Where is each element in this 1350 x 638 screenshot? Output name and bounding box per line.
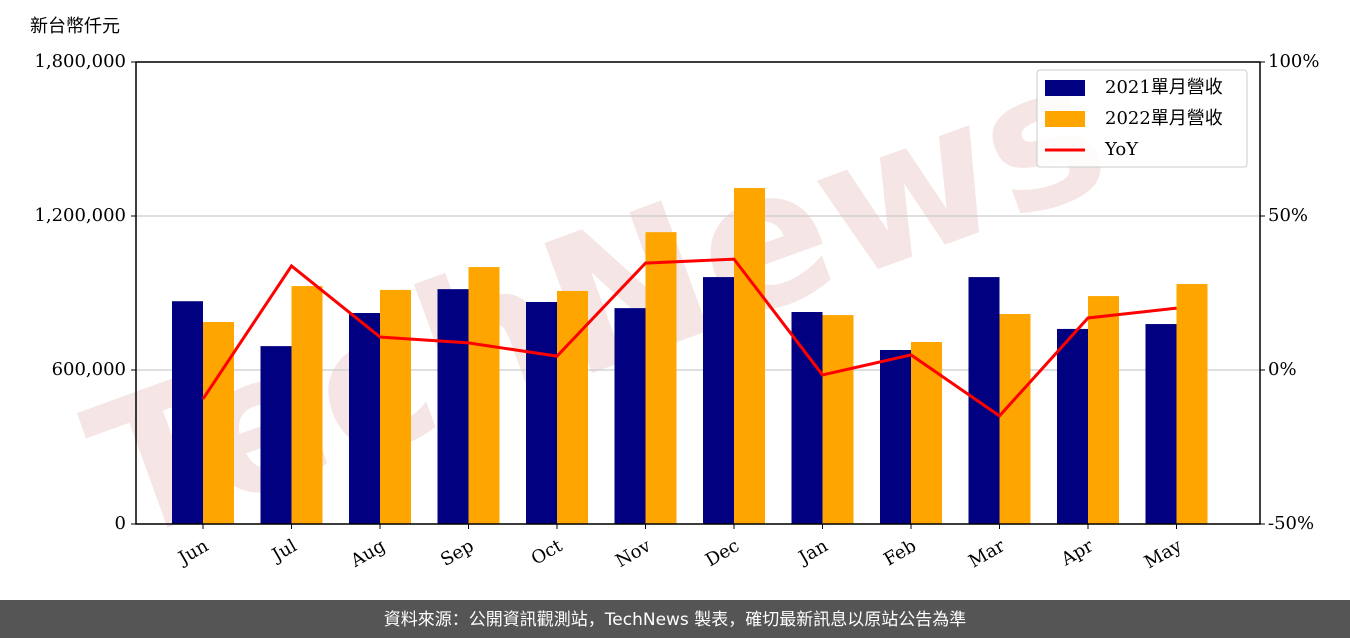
bar [791,311,823,524]
legend-label: 2022單月營收 [1105,108,1223,129]
bar [822,315,854,524]
x-tick-label: Nov [612,535,655,572]
y-tick-label: 600,000 [52,359,126,380]
bar [1057,328,1088,524]
legend-swatch [1045,111,1085,127]
x-tick-label: Oct [528,535,567,570]
bar [1145,324,1177,524]
y2-tick-label: 50% [1268,205,1308,226]
footer-bar [0,600,1350,638]
bar [260,346,292,524]
bar [645,232,677,525]
footer: 資料來源：公開資訊觀測站，TechNews 製表，確切最新訊息以原站公告為準 [384,610,966,630]
y2-tick-label: 100% [1268,51,1319,72]
x-tick-label: Aug [346,535,389,572]
bar [968,277,1000,524]
bar [1088,296,1119,524]
x-tick-label: Apr [1057,535,1097,570]
x-tick-label: Sep [437,535,477,570]
bar [703,277,734,524]
bar [734,188,765,525]
bar [911,342,942,524]
bar [291,286,323,524]
y-tick-label: 1,200,000 [34,205,126,226]
x-tick-label: Jul [267,535,301,567]
bar [437,289,469,524]
bar [614,308,646,524]
x-tick-label: May [1141,535,1186,573]
x-tick-label: Jan [794,535,832,569]
yoy-line [201,257,1177,418]
legend-label: YoY [1104,139,1139,160]
legend-swatch [1045,80,1085,96]
bar [349,313,380,524]
bar [526,301,557,524]
y-tick-label: 0 [115,513,126,534]
bar [468,267,500,524]
x-tick-label: Mar [965,535,1009,572]
x-tick-label: Dec [702,535,743,571]
bar [999,314,1031,524]
y2-tick-label: 0% [1268,359,1297,380]
bar [1176,284,1208,524]
y2-tick-label: -50% [1268,513,1314,534]
bar [880,349,911,524]
bar [557,290,588,524]
legend-box [1036,69,1248,168]
bar [203,322,234,524]
y-axis-title: 新台幣仟元 [30,16,120,37]
x-tick-label: Feb [880,535,920,570]
bar [172,301,203,524]
legend-label: 2021單月營收 [1105,77,1223,98]
plot-frame [135,61,1261,525]
y-tick-label: 1,800,000 [34,51,126,72]
bar [380,289,411,524]
